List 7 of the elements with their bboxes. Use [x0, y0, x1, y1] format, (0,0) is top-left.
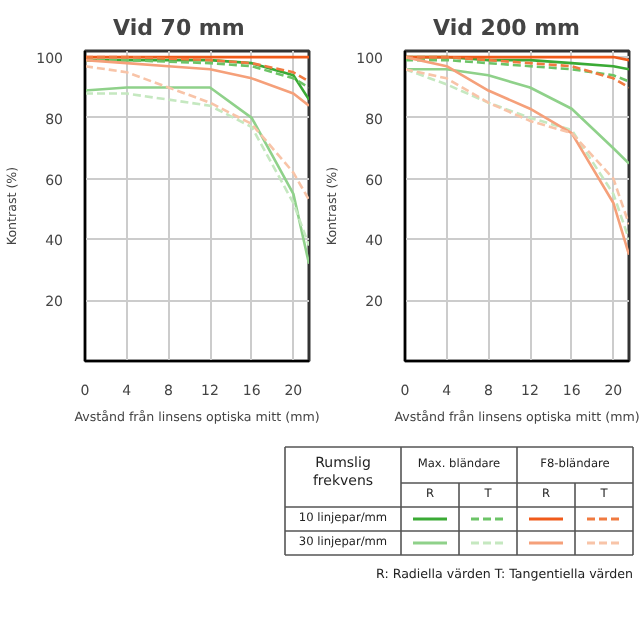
line-series	[405, 67, 629, 165]
chart-title: Vid 200 mm	[433, 15, 581, 41]
line-series	[85, 64, 309, 202]
line-series	[405, 55, 629, 89]
line-series	[85, 55, 309, 83]
chart-title: Vid 70 mm	[113, 15, 245, 41]
line-series	[405, 58, 629, 83]
